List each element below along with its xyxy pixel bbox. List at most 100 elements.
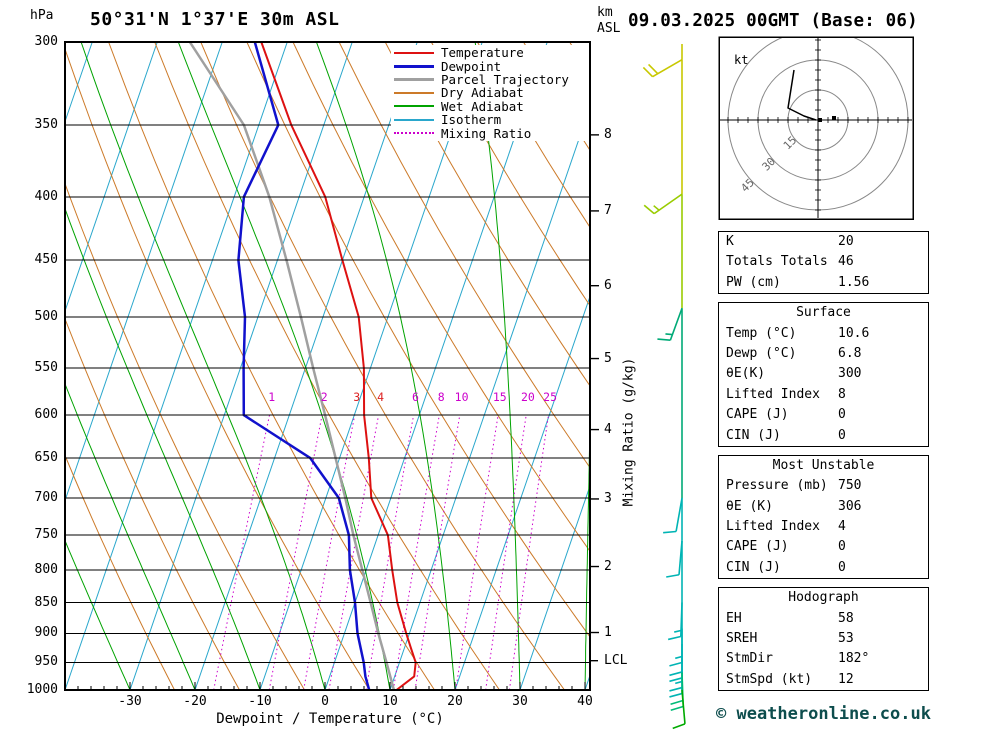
copyright-link[interactable]: © weatheronline.co.uk	[716, 704, 931, 724]
wet-adiabat-line	[80, 42, 326, 690]
hodograph-marker	[818, 118, 822, 122]
stat-row: CIN (J) 0	[719, 426, 928, 446]
pressure-tick-label: 300	[34, 34, 58, 49]
mixing-ratio-line	[455, 415, 499, 690]
km-tick-label: 3	[604, 490, 612, 506]
legend-label: Temperature	[441, 45, 524, 61]
km-tick-label: 7	[604, 202, 612, 218]
pressure-tick-label: 550	[34, 360, 58, 376]
stat-label: PW (cm)	[726, 274, 781, 290]
isotherm-line	[454, 294, 590, 690]
mixing-ratio-axis-label: Mixing Ratio (g/kg)	[621, 357, 637, 507]
stat-value: 46	[838, 254, 854, 270]
pressure-tick-label: 650	[34, 450, 58, 466]
stat-value: 306	[838, 498, 862, 514]
temp-tick-label: 0	[321, 694, 329, 709]
pressure-tick-label: 950	[34, 654, 58, 670]
wind-barb-tick	[669, 671, 683, 677]
temp-tick-label: 20	[447, 694, 463, 709]
dry-adiabat-line	[384, 42, 590, 387]
isotherm-line	[65, 42, 223, 503]
stat-row: θE (K) 306	[719, 497, 928, 517]
stat-row: K 20	[719, 232, 928, 252]
pressure-tick-label: 800	[34, 561, 58, 577]
stat-row: CAPE (J) 0	[719, 405, 928, 425]
altitude-axis-unit: km ASL	[597, 5, 620, 37]
wind-barb-half-tick	[665, 333, 673, 336]
legend-line-swatch	[394, 105, 434, 108]
stat-value: 8	[838, 386, 846, 402]
legend-item: Isotherm	[391, 112, 589, 127]
mixing-ratio-value-label: 15	[493, 390, 507, 404]
wind-barb-tick	[672, 723, 686, 730]
wind-barb-tick	[643, 204, 655, 215]
stat-value: 1.56	[838, 274, 870, 290]
dry-adiabat-line	[476, 42, 590, 229]
wind-barb-tick	[667, 635, 681, 641]
stat-label: CIN (J)	[726, 427, 781, 443]
wind-barb-half-tick	[675, 680, 683, 685]
stat-value: 12	[838, 671, 854, 687]
altitude-unit-km: km	[597, 5, 613, 20]
indices-table: K 20 Totals Totals 46 PW (cm) 1.56	[718, 231, 929, 295]
temp-tick-label: -30	[118, 694, 142, 709]
mixing-ratio-value-label: 25	[543, 390, 557, 404]
most-unstable-table-title: Most Unstable	[772, 457, 875, 473]
stat-label: θE(K)	[726, 366, 766, 382]
most-unstable-table: Most Unstable Pressure (mb) 750 θE (K) 306 L…	[718, 454, 929, 580]
isotherm-line	[389, 105, 590, 690]
hodograph-unit-label: kt	[734, 53, 748, 67]
legend-item: Dry Adiabat	[391, 85, 589, 101]
wind-barb-column	[642, 44, 686, 730]
stat-value: 0	[838, 407, 846, 423]
legend-line-swatch	[394, 91, 434, 94]
wind-barb-tick	[657, 338, 671, 342]
pressure-axis-unit: hPa	[30, 8, 54, 23]
mixing-ratio-line	[485, 415, 527, 690]
legend-label: Dewpoint	[441, 58, 502, 74]
km-tick-label: 2	[604, 558, 612, 574]
hodograph-trace	[787, 69, 817, 121]
stat-value: 182°	[838, 651, 870, 667]
wind-barb-tick	[669, 677, 683, 683]
wind-barb-tick	[663, 530, 677, 534]
legend-item: Parcel Trajectory	[391, 72, 589, 87]
stat-label: Pressure (mb)	[726, 478, 828, 494]
dry-adiabat-line	[430, 42, 590, 307]
legend-label: Dry Adiabat	[441, 85, 524, 101]
stat-row: Pressure (mb) 750	[719, 476, 928, 496]
surface-table: Surface Temp (°C) 10.6 Dewp (°C) 6.8 θE(K) 30…	[718, 302, 929, 447]
km-tick-label: 1	[604, 624, 612, 640]
wind-barb-tick	[666, 573, 680, 578]
mixing-ratio-value-label: 3	[353, 390, 360, 404]
stat-value: 0	[838, 427, 846, 443]
isotherm-line	[65, 42, 288, 690]
stat-value: 0	[838, 539, 846, 555]
isotherm-line	[324, 42, 548, 690]
legend-line-swatch	[394, 51, 434, 54]
mixing-ratio-value-label: 20	[521, 390, 535, 404]
run-datetime: 09.03.2025 00GMT (Base: 06)	[628, 11, 918, 31]
wind-barb-staff	[652, 58, 683, 78]
stat-label: K	[726, 234, 734, 249]
pressure-tick-label: 350	[34, 116, 58, 132]
mixing-ratio-line	[303, 415, 356, 690]
temp-tick-label: -20	[183, 694, 207, 709]
isotherm-line	[129, 42, 353, 690]
mixing-ratio-line	[213, 414, 270, 690]
km-tick-label: 4	[604, 421, 612, 437]
stat-value: 53	[838, 631, 854, 647]
legend-item: Temperature	[391, 45, 589, 61]
wind-barb-tick	[669, 661, 683, 667]
legend-item: Dewpoint	[391, 58, 589, 74]
stat-row: CIN (J) 0	[719, 558, 928, 578]
legend-line-swatch	[394, 64, 434, 68]
pressure-tick-label: 750	[34, 527, 58, 543]
temperature-axis-labels: -30 -20 -10 0 10 20 30 40	[0, 694, 720, 710]
stat-label: Totals Totals	[726, 254, 828, 270]
wind-barb-half-tick	[653, 205, 660, 211]
hodograph-table: Hodograph EH 58 SREH 53 StmDir 182° StmSpd (kt…	[718, 587, 929, 692]
mixing-ratio-line	[392, 415, 440, 690]
surface-table-title: Surface	[796, 305, 851, 321]
